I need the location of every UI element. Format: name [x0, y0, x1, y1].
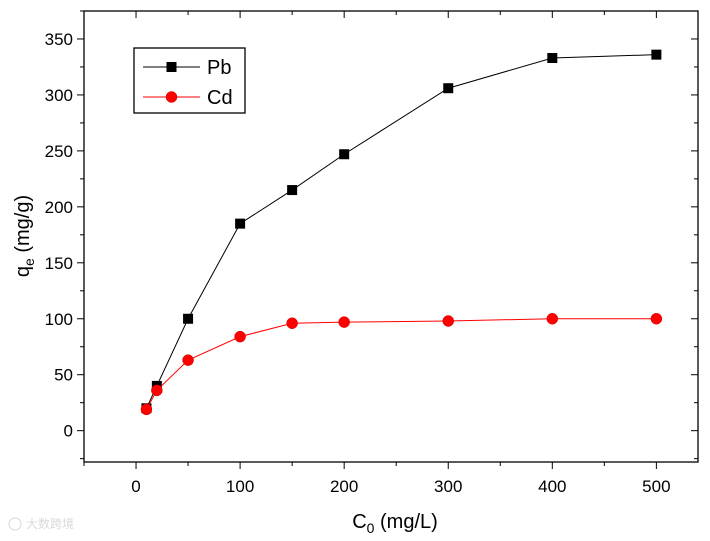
x-tick-labels: 0 100 200 300 400 500 [131, 477, 670, 496]
data-point-cd [286, 317, 298, 329]
data-point-cd [338, 316, 350, 328]
x-tick-label: 500 [642, 477, 670, 496]
data-point-cd [140, 403, 153, 416]
y-tick-label: 250 [45, 142, 73, 161]
y-tick-labels: 0 50 100 150 200 250 300 350 [45, 30, 73, 441]
y-tick-label: 150 [45, 254, 73, 273]
x-tick-label: 0 [131, 477, 140, 496]
legend-box [133, 47, 246, 114]
watermark-logo-icon [8, 517, 22, 531]
data-point-pb [339, 149, 350, 160]
data-point-cd [151, 384, 163, 397]
x-tick-label: 200 [330, 477, 358, 496]
data-point-cd [234, 330, 246, 343]
legend-label-cd: Cd [207, 87, 233, 109]
x-tick-label: 100 [226, 477, 254, 496]
x-tick-label: 300 [434, 477, 462, 496]
watermark-text: 大数跨境 [26, 516, 74, 531]
data-point-cd [442, 315, 454, 327]
data-point-pb [651, 49, 662, 60]
series-layer [140, 49, 663, 416]
data-point-pb [235, 218, 246, 229]
legend-label-pb: Pb [207, 57, 231, 79]
data-point-cd [182, 354, 194, 366]
data-point-pb [547, 53, 558, 64]
y-tick-label: 300 [45, 86, 73, 105]
legend: Pb Cd [133, 47, 246, 114]
x-axis-title: C0 (mg/L) [352, 511, 438, 536]
y-tick-label: 200 [45, 198, 73, 217]
series-cd [140, 313, 663, 416]
data-point-pb [287, 185, 298, 196]
watermark: 大数跨境 [8, 516, 74, 531]
x-tick-label: 400 [538, 477, 566, 496]
data-point-cd [546, 313, 559, 325]
y-tick-label: 0 [64, 422, 73, 441]
plot-frame [83, 10, 699, 463]
y-tick-label: 50 [54, 366, 73, 385]
y-tick-label: 100 [45, 310, 73, 329]
legend-marker-pb [166, 62, 177, 72]
legend-marker-cd [165, 91, 178, 103]
y-axis-title: qe (mg/g) [12, 195, 37, 277]
data-point-pb [443, 83, 454, 94]
axis-ticks [77, 10, 698, 469]
data-point-cd [650, 313, 663, 325]
data-point-pb [183, 313, 194, 324]
series-line-cd [146, 318, 657, 410]
y-tick-label: 350 [45, 30, 73, 49]
